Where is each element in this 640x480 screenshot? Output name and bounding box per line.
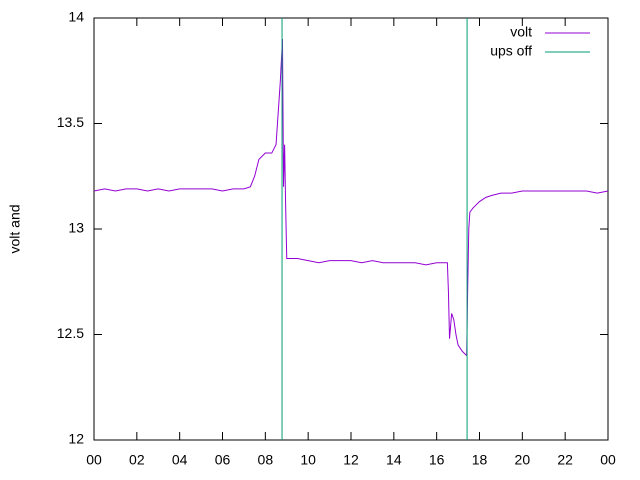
x-tick-label: 22 (557, 452, 573, 468)
y-tick-label: 13 (68, 220, 84, 236)
x-tick-label: 10 (300, 452, 316, 468)
x-tick-label: 18 (472, 452, 488, 468)
x-tick-label: 20 (515, 452, 531, 468)
x-tick-label: 00 (600, 452, 616, 468)
x-tick-label: 14 (386, 452, 402, 468)
y-tick-label: 12.5 (57, 325, 84, 341)
x-tick-label: 00 (86, 452, 102, 468)
x-tick-label: 04 (172, 452, 188, 468)
y-tick-label: 13.5 (57, 114, 84, 130)
plot-border (93, 17, 609, 441)
legend-label: ups off (490, 43, 532, 59)
x-tick-label: 02 (129, 452, 145, 468)
y-tick-label: 12 (68, 431, 84, 447)
x-tick-label: 12 (343, 452, 359, 468)
y-axis-label: volt and (7, 204, 23, 253)
line (93, 39, 609, 357)
x-tick-label: 16 (429, 452, 445, 468)
y-tick-label: 14 (68, 9, 84, 25)
legend-label: volt (510, 24, 532, 40)
x-tick-label: 06 (215, 452, 231, 468)
x-tick-label: 08 (258, 452, 274, 468)
